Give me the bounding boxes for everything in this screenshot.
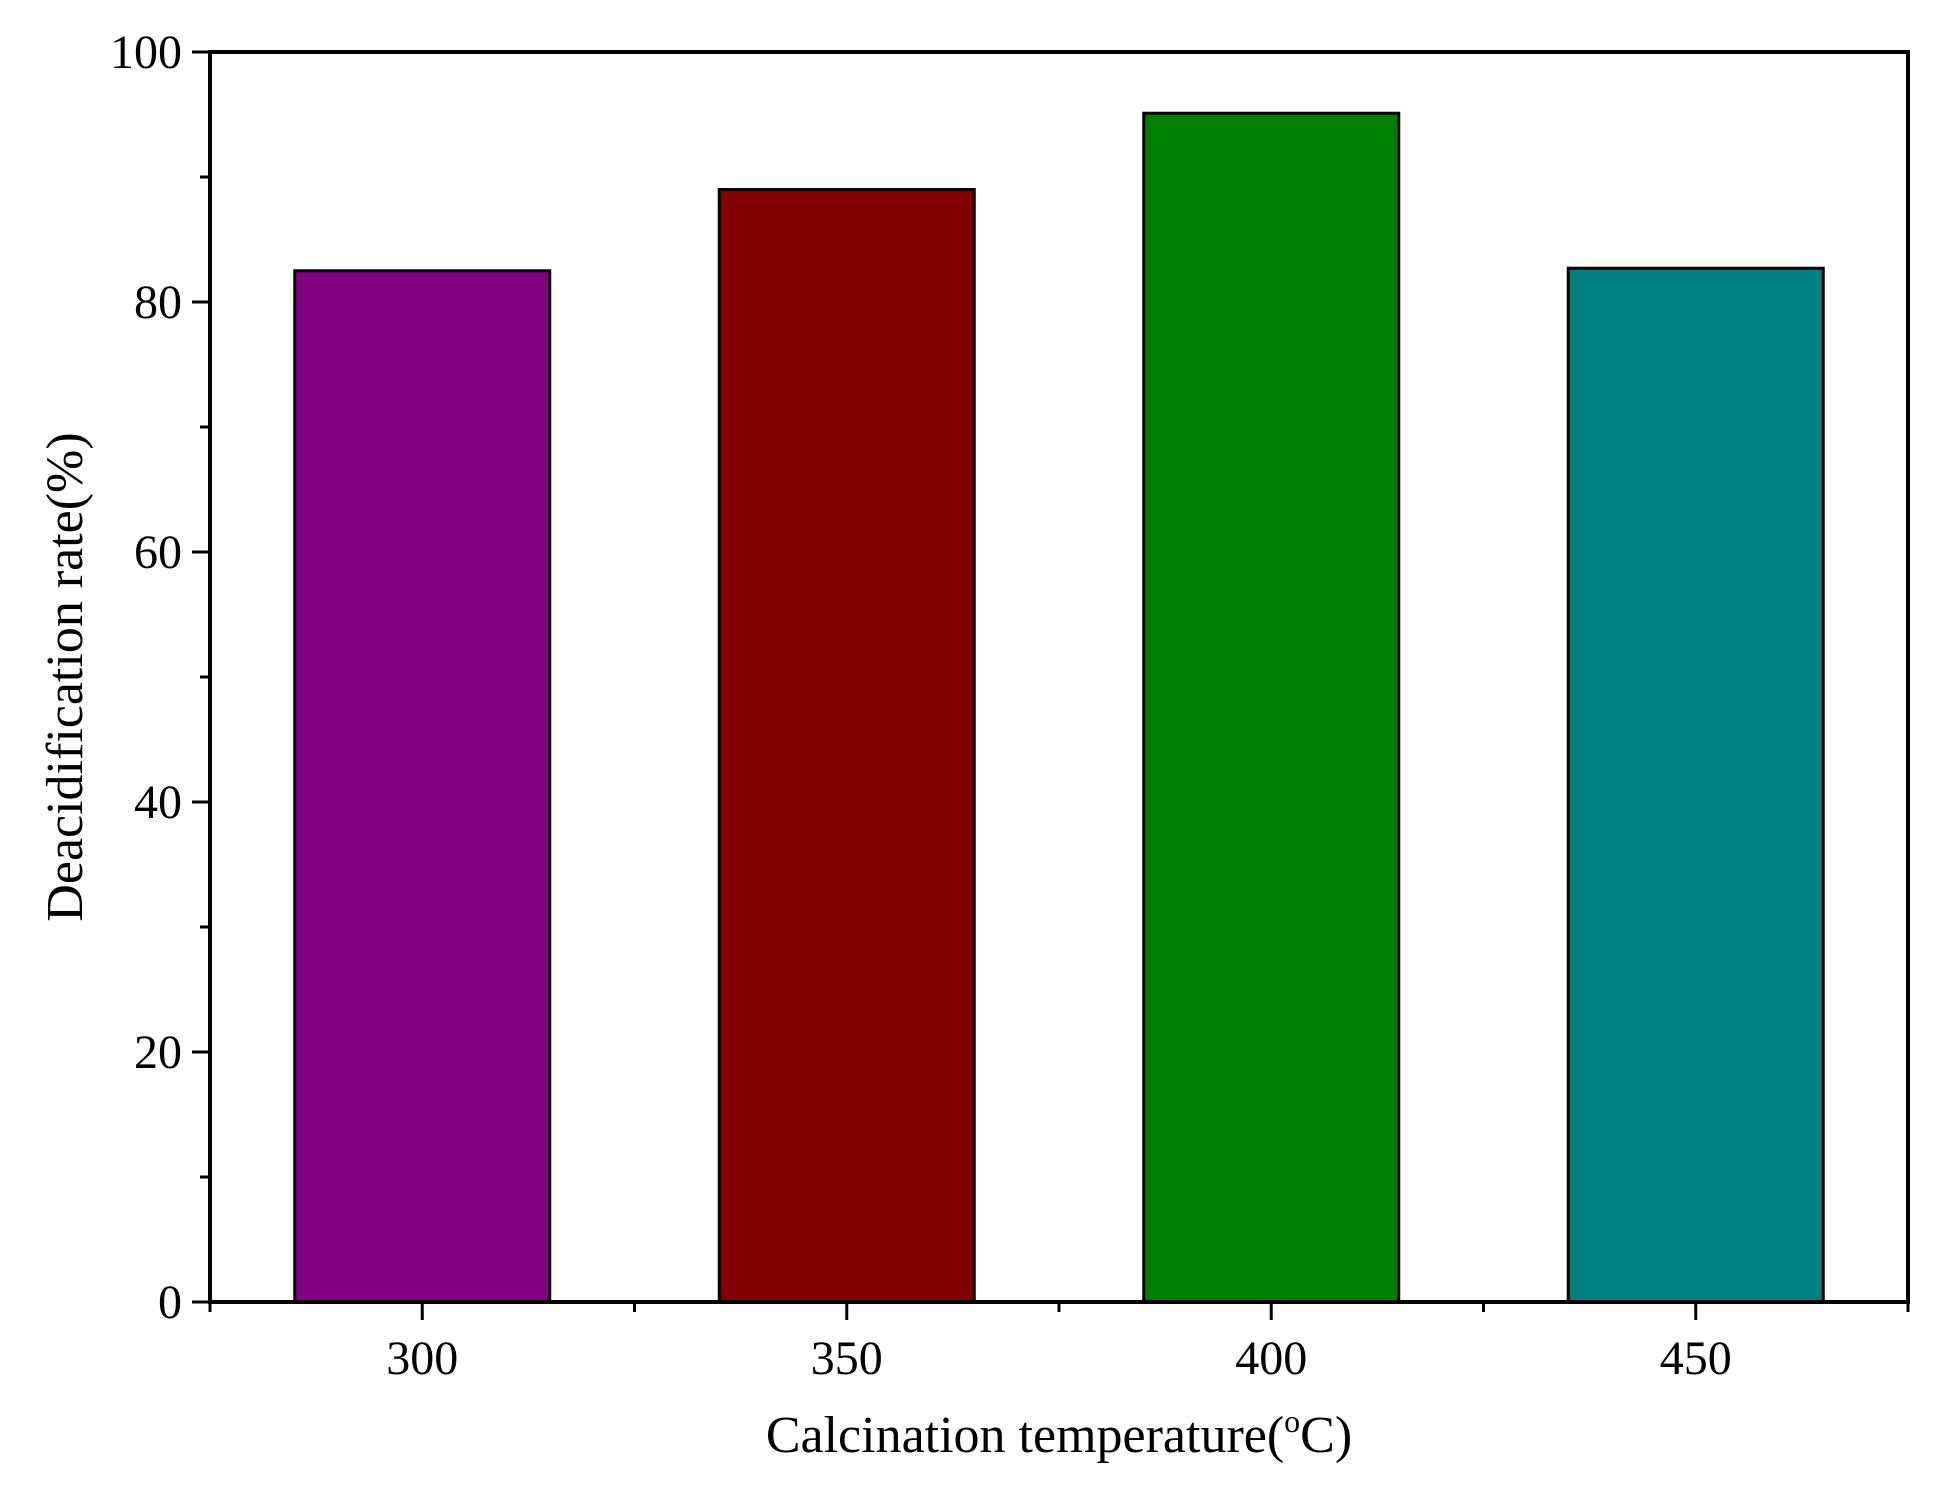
bar-450: [1566, 266, 1825, 1304]
ticks-group: [192, 50, 1910, 1320]
x-axis-title-main: Calcination temperature(: [766, 1407, 1284, 1464]
bar-400: [1142, 111, 1401, 1304]
x-axis-title-superscript: o: [1284, 1403, 1300, 1439]
tick-labels-group: 0 20 40 60 80 100 300 350 400 450: [110, 26, 1732, 1385]
y-axis-title: Deacidification rate(%): [37, 432, 94, 921]
y-tick-label: 60: [134, 526, 182, 579]
x-tick-label: 350: [811, 1332, 883, 1385]
y-tick-label: 80: [134, 276, 182, 329]
bar-350: [717, 188, 976, 1304]
y-tick-label: 100: [110, 26, 182, 79]
x-tick-label: 300: [386, 1332, 458, 1385]
x-axis-title: Calcination temperature(oC): [766, 1403, 1352, 1464]
bar-300: [293, 269, 552, 1304]
x-tick-label: 450: [1660, 1332, 1732, 1385]
x-tick-label: 400: [1235, 1332, 1307, 1385]
bars-group: [293, 111, 1825, 1304]
y-tick-label: 0: [158, 1276, 182, 1329]
y-tick-label: 40: [134, 776, 182, 829]
y-tick-label: 20: [134, 1026, 182, 1079]
x-axis-title-tail: C): [1300, 1407, 1352, 1464]
